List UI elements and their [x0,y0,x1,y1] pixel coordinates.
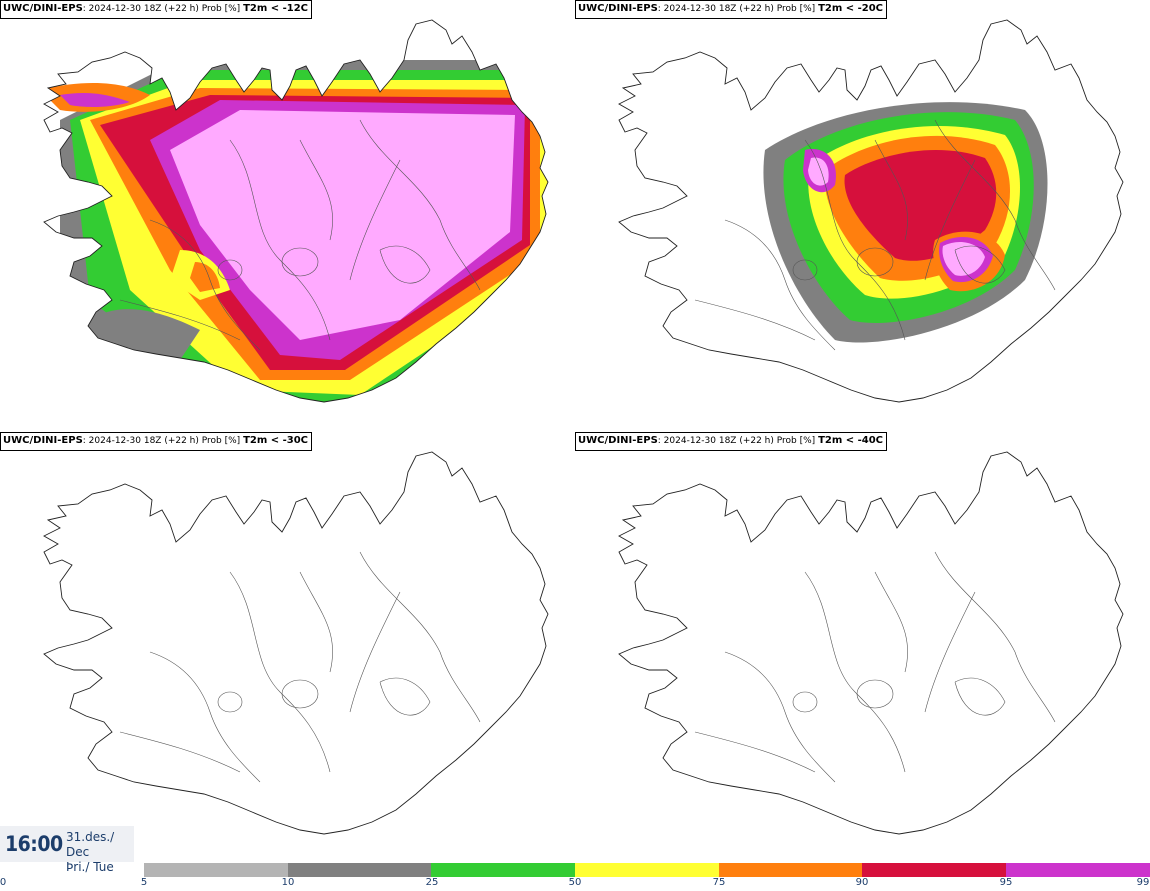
model-name: UWC/DINI-EPS [3,3,83,14]
colorbar-tick-label: 5 [140,877,148,888]
panel-title: UWC/DINI-EPS: 2024-12-30 18Z (+22 h) Pro… [575,432,888,451]
panel-title: UWC/DINI-EPS: 2024-12-30 18Z (+22 h) Pro… [0,432,313,451]
colorbar-tick-label: 0 [0,877,7,888]
run-info: 2024-12-30 18Z (+22 h) Prob [%] [88,436,241,446]
date-label: 31.des./ Dec [66,830,115,859]
field-name: T2m < -40C [818,435,884,446]
model-name: UWC/DINI-EPS [578,3,658,14]
colorbar-tick-label: 90 [855,877,869,888]
colorbar-segment [1006,863,1150,877]
colorbar-ticks: 0 5 10 25 50 75 90 95 99 [0,877,1150,891]
colorbar-tick-label: 95 [999,877,1013,888]
panel-title: UWC/DINI-EPS: 2024-12-30 18Z (+22 h) Pro… [575,0,888,19]
iceland-map [618,451,1124,835]
map-panel-t2m-minus-30: UWC/DINI-EPS: 2024-12-30 18Z (+22 h) Pro… [0,432,575,864]
map-panel-t2m-minus-12: UWC/DINI-EPS: 2024-12-30 18Z (+22 h) Pro… [0,0,575,432]
colorbar-segment [862,863,1007,877]
field-name: T2m < -30C [243,435,309,446]
panel-title: UWC/DINI-EPS: 2024-12-30 18Z (+22 h) Pro… [0,0,313,19]
colorbar-segment [287,863,432,877]
colorbar-tick-label: 99 [1136,877,1150,888]
model-name: UWC/DINI-EPS [578,435,658,446]
iceland-map [618,19,1124,403]
colorbar-tick-label: 75 [712,877,726,888]
run-info: 2024-12-30 18Z (+22 h) Prob [%] [663,436,816,446]
valid-time-box: 16:00 31.des./ Dec Þri./ Tue [0,826,134,874]
run-info: 2024-12-30 18Z (+22 h) Prob [%] [88,4,241,14]
map-panel-t2m-minus-40: UWC/DINI-EPS: 2024-12-30 18Z (+22 h) Pro… [575,432,1150,864]
run-info: 2024-12-30 18Z (+22 h) Prob [%] [663,4,816,14]
weekday-label: Þri./ Tue [66,860,114,874]
iceland-map [43,19,549,403]
colorbar-tick-label: 10 [281,877,295,888]
colorbar-segment [718,863,863,877]
field-name: T2m < -12C [243,3,309,14]
colorbar-tick-label: 50 [568,877,582,888]
colorbar-tick-label: 25 [425,877,439,888]
colorbar-segment [144,863,288,877]
model-name: UWC/DINI-EPS [3,435,83,446]
probability-colorbar [144,863,1150,877]
map-panel-t2m-minus-20: UWC/DINI-EPS: 2024-12-30 18Z (+22 h) Pro… [575,0,1150,432]
field-name: T2m < -20C [818,3,884,14]
colorbar-segment [575,863,719,877]
valid-date: 31.des./ Dec Þri./ Tue [66,830,134,875]
valid-time: 16:00 [5,832,63,856]
colorbar-segment [431,863,576,877]
iceland-map [43,451,549,835]
